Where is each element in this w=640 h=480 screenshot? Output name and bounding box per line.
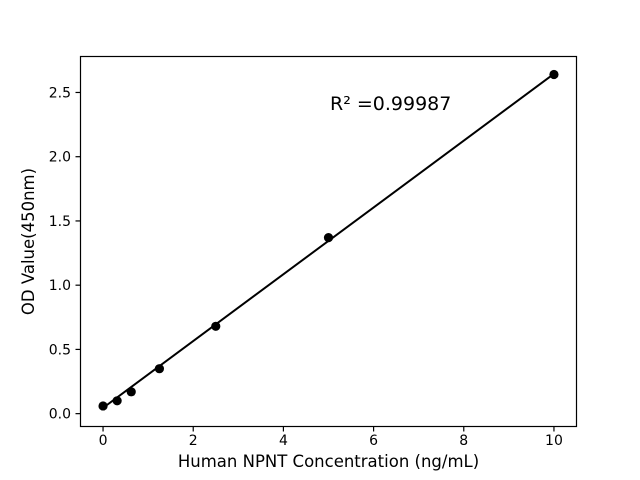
x-tick-label: 0 [99, 433, 108, 449]
x-axis-label: Human NPNT Concentration (ng/mL) [178, 452, 479, 471]
data-point [112, 396, 122, 406]
plot-content: 0 2 4 6 8 10 0.0 0.5 1.0 1.5 2.0 2.5 [49, 69, 563, 449]
data-point [323, 233, 334, 243]
y-axis-label: OD Value(450nm) [19, 168, 38, 315]
data-point [126, 387, 136, 397]
y-tick-label: 1.0 [49, 278, 71, 294]
y-tick-label: 0.0 [49, 407, 71, 423]
x-tick-label: 8 [459, 433, 468, 449]
y-tick-label: 0.5 [49, 342, 71, 358]
y-tick-label: 2.0 [49, 150, 71, 166]
data-point [211, 321, 221, 331]
plot-border [79, 55, 578, 428]
x-tick-label: 6 [369, 433, 378, 449]
y-tick-label: 1.5 [49, 214, 71, 230]
y-tick-label: 2.5 [49, 85, 71, 101]
x-tick-label: 2 [189, 433, 198, 449]
data-point [98, 401, 108, 411]
data-point [549, 69, 559, 80]
x-tick-label: 4 [279, 433, 288, 449]
r-squared-annotation: R² =0.99987 [330, 93, 451, 115]
data-point [154, 364, 165, 374]
x-tick-label: 10 [545, 433, 563, 449]
